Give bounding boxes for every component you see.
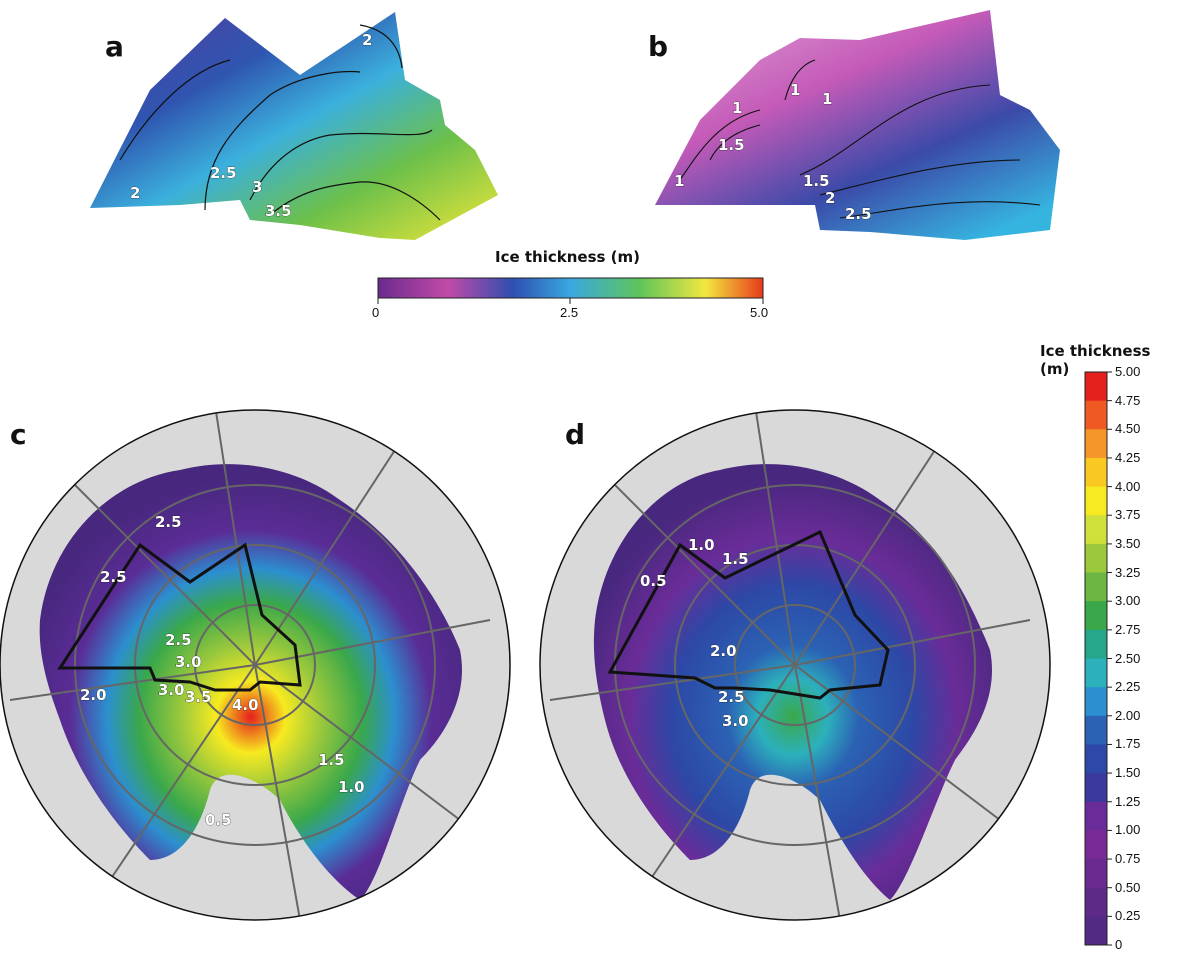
right-colorbar-tick: 2.75 (1115, 621, 1141, 637)
top-colorbar (377, 277, 764, 299)
right-colorbar-tick: 1.50 (1115, 765, 1141, 781)
colorbar-band (1085, 715, 1107, 745)
colorbar-band (1085, 859, 1107, 889)
contour-label: 1.0 (338, 778, 365, 796)
right-colorbar-tick: 5.00 (1115, 364, 1141, 379)
colorbar-band (1085, 543, 1107, 574)
colorbar-band (1085, 429, 1107, 459)
right-colorbar-tick: 2.25 (1115, 679, 1141, 695)
colorbar-band (1085, 801, 1107, 831)
colorbar-band (1085, 830, 1107, 860)
colorbar-band (1085, 916, 1107, 946)
top-colorbar-title: Ice thickness (m) (495, 248, 640, 266)
right-colorbar-tick: 1.25 (1115, 793, 1141, 809)
right-colorbar-tick: 2.00 (1115, 707, 1141, 723)
colorbar-band (1085, 572, 1107, 602)
contour-label: 1 (732, 99, 742, 117)
colorbar-band (1085, 744, 1107, 774)
right-colorbar-tick: 2.50 (1115, 650, 1141, 666)
right-colorbar-tick: 3.75 (1115, 507, 1141, 523)
contour-label: 3.5 (265, 202, 292, 220)
contour-label: 1 (822, 90, 832, 108)
colorbar-band (1085, 887, 1107, 917)
contour-label: 1.5 (718, 136, 745, 154)
right-colorbar-tick: 0 (1115, 937, 1123, 952)
contour-label: 0.5 (205, 811, 232, 829)
right-colorbar-tick: 4.25 (1115, 449, 1141, 465)
contour-label: 1.5 (722, 550, 749, 568)
panel-b-map (655, 10, 1060, 240)
contour-label: 2.0 (710, 642, 737, 660)
colorbar-band (1085, 515, 1107, 545)
contour-label: 3 (252, 178, 262, 196)
contour-label: 2.0 (80, 686, 107, 704)
colorbar-band (1085, 372, 1107, 402)
right-colorbar-tick: 1.00 (1115, 822, 1141, 838)
right-colorbar-tick: 4.75 (1115, 392, 1141, 408)
top-colorbar-tick: 0 (372, 305, 380, 320)
right-colorbar-tick: 3.00 (1115, 593, 1141, 609)
contour-label: 2.5 (165, 631, 192, 649)
colorbar-band (1085, 773, 1107, 803)
colorbar-band (1085, 601, 1107, 631)
contour-label: 2.5 (100, 568, 127, 586)
contour-label: 1.5 (318, 751, 345, 769)
colorbar-band (1085, 486, 1107, 516)
contour-label: 3.0 (722, 712, 749, 730)
contour-label: 2.5 (210, 164, 237, 182)
panel-c-polar-map (0, 410, 510, 920)
right-colorbar-tick: 4.00 (1115, 478, 1141, 494)
contour-label: 3.5 (185, 688, 212, 706)
right-colorbar-tick: 1.75 (1115, 736, 1141, 752)
panel-label-c: c (10, 418, 27, 451)
panel-a-map (90, 12, 498, 240)
contour-label: 2 (130, 184, 140, 202)
colorbar-band (1085, 687, 1107, 717)
contour-label: 3.0 (175, 653, 202, 671)
top-colorbar-tick: 5.0 (750, 305, 769, 320)
contour-label: 1.0 (688, 536, 715, 554)
contour-label: 2 (825, 189, 835, 207)
colorbar-band (1085, 629, 1107, 659)
right-colorbar-tick: 0.25 (1115, 908, 1141, 924)
contour-label: 1.5 (803, 172, 830, 190)
contour-label: 1 (674, 172, 684, 190)
contour-label: 3.0 (158, 681, 185, 699)
contour-label: 2.5 (845, 205, 872, 223)
right-colorbar-tick: 0.75 (1115, 851, 1141, 867)
contour-label: 1 (790, 81, 800, 99)
contour-label: 2.5 (718, 688, 745, 706)
panel-label-a: a (105, 30, 124, 63)
top-colorbar-tick: 2.5 (560, 305, 579, 320)
contour-label: 2.5 (155, 513, 182, 531)
right-colorbar-tick: 3.50 (1115, 535, 1141, 551)
panel-label-d: d (565, 418, 586, 451)
right-colorbar-title: Ice thickness (m) (1040, 342, 1151, 378)
colorbar-band (1085, 457, 1107, 488)
right-colorbar-tick: 4.50 (1115, 421, 1141, 437)
colorbar-band (1085, 658, 1107, 688)
colorbar-band (1085, 400, 1107, 430)
contour-label: 2 (362, 31, 372, 49)
contour-label: 4.0 (232, 696, 259, 714)
panel-d-polar-map (540, 410, 1050, 920)
right-colorbar-tick: 3.25 (1115, 564, 1141, 580)
right-colorbar-tick: 0.50 (1115, 879, 1141, 895)
panel-label-b: b (648, 30, 669, 63)
right-colorbar (1084, 371, 1112, 946)
contour-label: 0.5 (640, 572, 667, 590)
